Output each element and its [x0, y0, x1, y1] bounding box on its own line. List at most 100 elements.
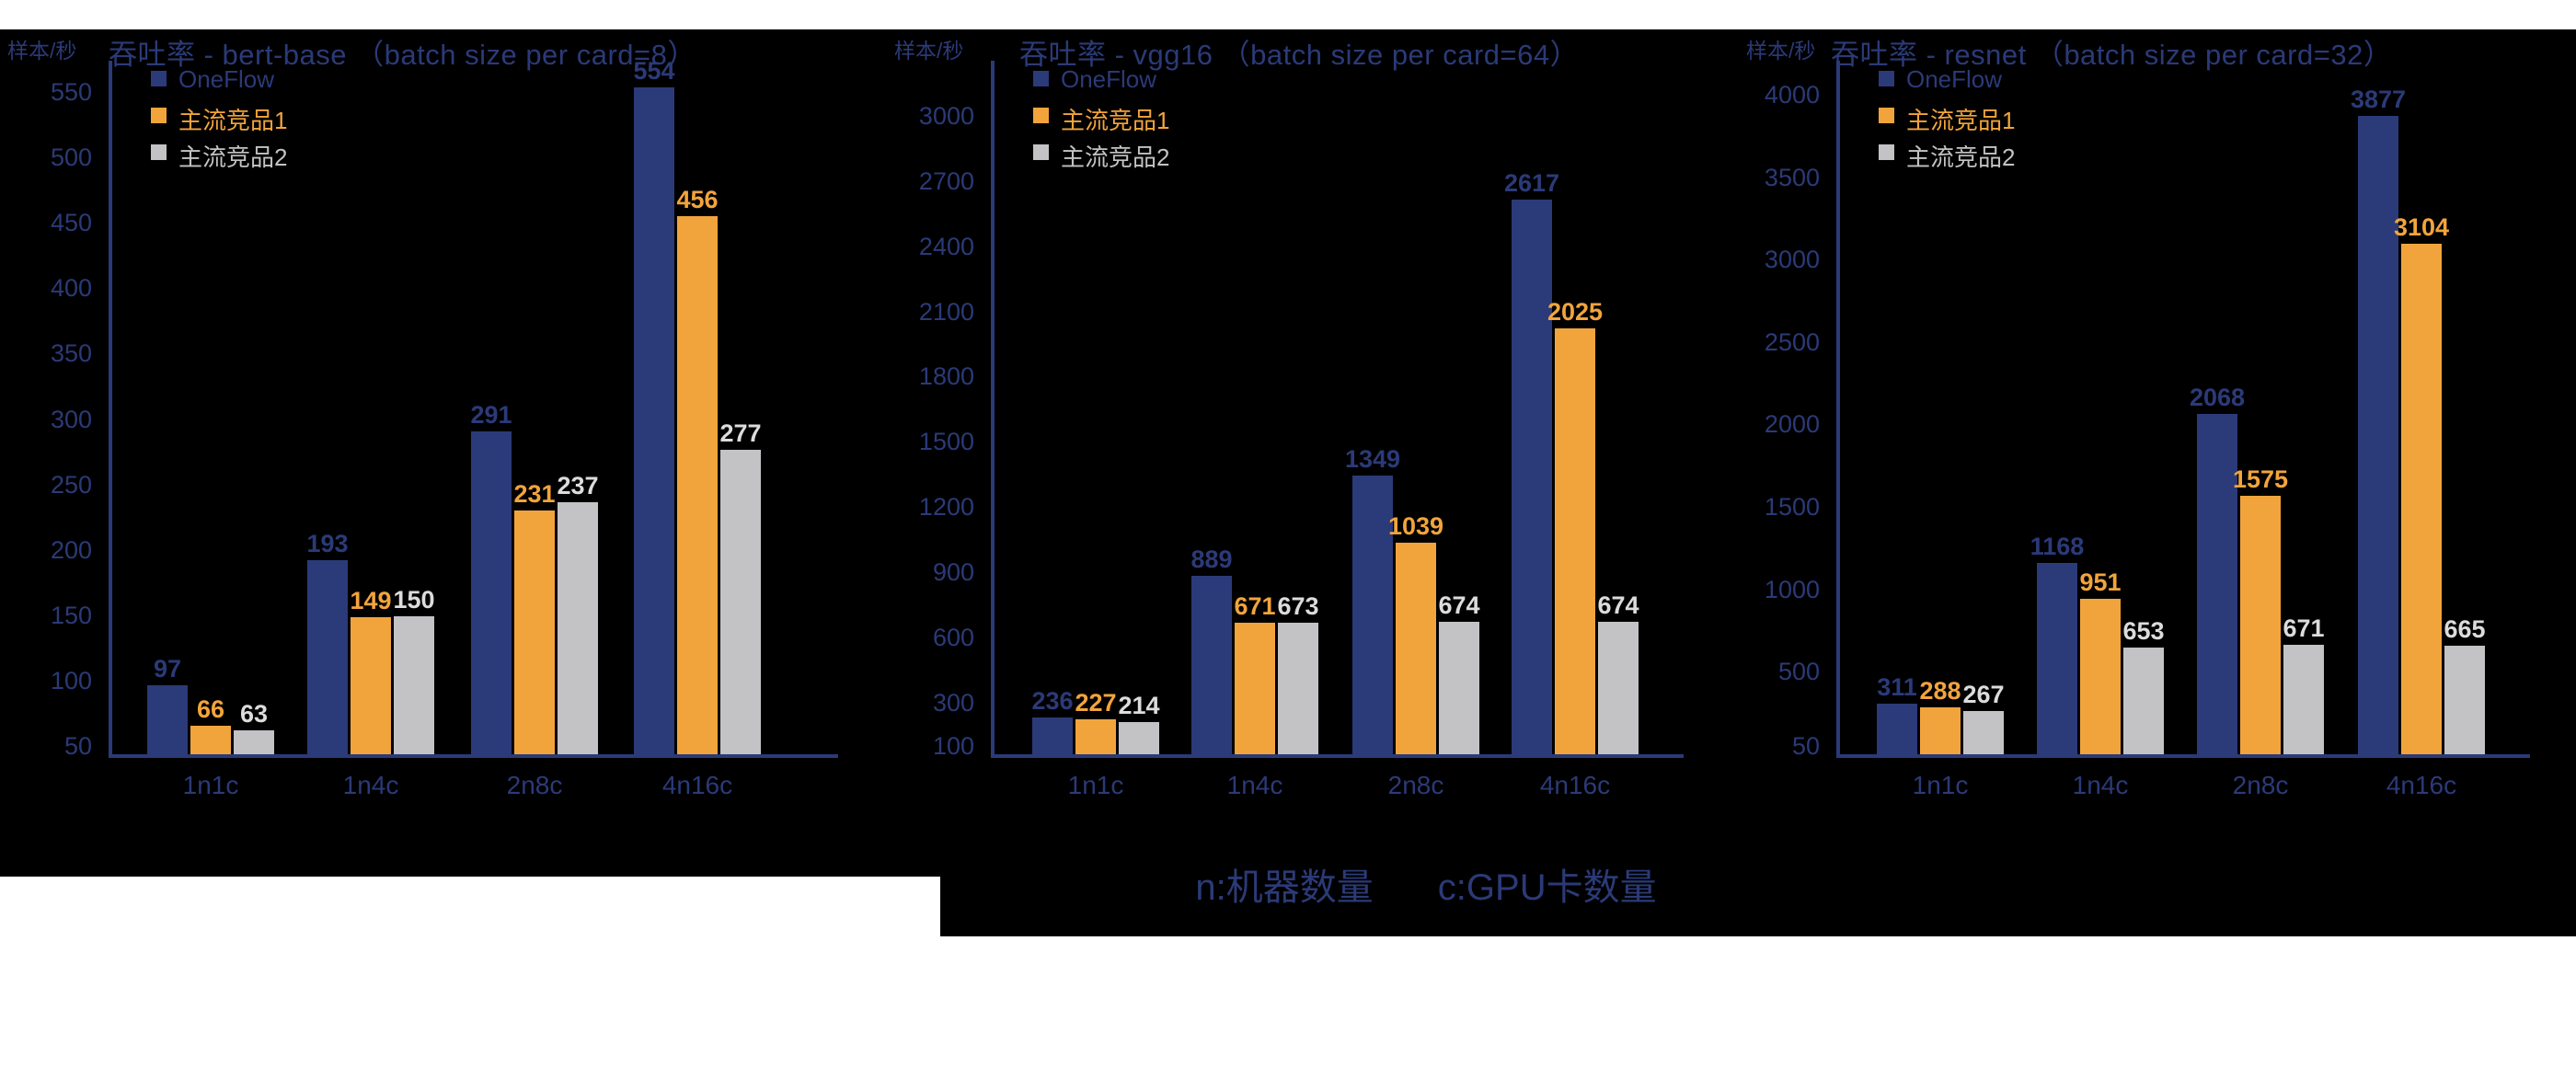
y-tick-label: 100 [932, 732, 974, 760]
bar-competitor1-1n1c [190, 726, 231, 754]
bar-value-label: 673 [1277, 591, 1319, 620]
y-tick-label: 1500 [1764, 493, 1820, 522]
bar-competitor1-1n4c [2080, 598, 2121, 754]
legend-label-oneflow: OneFlow [178, 65, 275, 93]
y-tick-label: 500 [50, 143, 92, 172]
bar-value-label: 267 [1962, 681, 2005, 709]
bar-value-label: 288 [1919, 677, 1961, 706]
legend-swatch-oneflow [151, 71, 167, 86]
y-tick-label: 150 [50, 601, 92, 629]
legend-label-oneflow: OneFlow [1906, 65, 2003, 93]
bar-value-label: 277 [719, 419, 762, 448]
y-tick-label: 3000 [918, 102, 974, 130]
y-tick-label: 250 [50, 470, 92, 499]
legend-label-competitor2: 主流竞品2 [1906, 143, 2016, 171]
bar-competitor1-2n8c [1396, 543, 1436, 754]
bar-value-label: 889 [1190, 545, 1233, 573]
bar-value-label: 214 [1118, 692, 1160, 720]
black-panel-right [940, 29, 2576, 936]
legend-swatch-competitor1 [1033, 108, 1049, 123]
bar-competitor1-4n16c [1555, 328, 1595, 754]
bar-competitor1-2n8c [514, 510, 555, 754]
bar-oneflow-1n1c [147, 685, 188, 754]
bar-competitor1-2n8c [2240, 495, 2281, 754]
bar-oneflow-2n8c [471, 431, 512, 754]
x-tick-label-1n1c: 1n1c [1912, 771, 1969, 799]
bar-value-label: 150 [393, 585, 435, 614]
bar-value-label: 3104 [2393, 212, 2450, 241]
bar-oneflow-1n4c [307, 559, 348, 754]
bar-value-label: 97 [153, 655, 182, 683]
bar-competitor2-2n8c [558, 502, 598, 754]
bar-competitor1-1n1c [1920, 707, 1961, 754]
bar-value-label: 193 [306, 529, 349, 557]
bar-value-label: 554 [633, 57, 675, 86]
x-tick-label-2n8c: 2n8c [2232, 771, 2289, 799]
y-axis-line [991, 61, 995, 758]
bar-competitor2-2n8c [2283, 644, 2324, 754]
legend-swatch-competitor2 [1879, 144, 1894, 160]
x-tick-label-1n4c: 1n4c [1226, 771, 1283, 799]
y-tick-label: 50 [63, 732, 92, 760]
legend-label-competitor1: 主流竞品1 [1906, 107, 2016, 134]
y-tick-label: 300 [50, 405, 92, 433]
bar-value-label: 149 [350, 587, 392, 615]
bar-competitor1-1n1c [1075, 719, 1116, 754]
y-tick-label: 3000 [1764, 246, 1820, 274]
x-axis-line [991, 754, 1684, 758]
bar-oneflow-4n16c [2358, 116, 2398, 754]
bar-value-label: 665 [2444, 614, 2486, 643]
bar-value-label: 1349 [1344, 444, 1401, 473]
bar-competitor2-1n1c [234, 729, 274, 754]
bar-oneflow-1n4c [1191, 575, 1232, 754]
legend-label-oneflow: OneFlow [1061, 65, 1157, 93]
y-axis-line [1836, 61, 1840, 758]
axis-notation-footer: n:机器数量 c:GPU卡数量 [1058, 857, 1794, 911]
bar-value-label: 674 [1597, 591, 1639, 620]
bar-oneflow-1n4c [2037, 562, 2077, 754]
x-tick-label-2n8c: 2n8c [506, 771, 563, 799]
y-tick-label: 350 [50, 339, 92, 368]
bar-value-label: 674 [1438, 591, 1480, 620]
y-tick-label: 200 [50, 535, 92, 564]
bar-competitor1-4n16c [2401, 243, 2442, 754]
y-axis-unit-label: 样本/秒 [1746, 39, 1816, 63]
x-tick-label-1n1c: 1n1c [182, 771, 239, 799]
x-tick-label-4n16c: 4n16c [1539, 771, 1611, 799]
bar-competitor2-1n1c [1119, 722, 1159, 754]
bar-value-label: 671 [2283, 614, 2325, 642]
bar-competitor2-1n1c [1963, 711, 2004, 754]
y-axis-line [109, 61, 112, 758]
bar-value-label: 237 [557, 472, 599, 500]
y-tick-label: 2700 [918, 166, 974, 195]
legend-swatch-competitor2 [1033, 144, 1049, 160]
chart-title: 吞吐率 - vgg16 （batch size per card=64） [1019, 39, 1580, 71]
bar-competitor2-4n16c [720, 450, 761, 754]
legend-label-competitor1: 主流竞品1 [178, 107, 288, 134]
y-tick-label: 400 [50, 274, 92, 303]
bar-competitor2-4n16c [1598, 622, 1639, 754]
y-tick-label: 500 [1777, 658, 1820, 686]
bar-value-label: 1039 [1387, 512, 1444, 541]
legend-swatch-competitor1 [151, 108, 167, 123]
bar-value-label: 236 [1031, 686, 1074, 715]
legend-swatch-competitor2 [151, 144, 167, 160]
chart-title: 吞吐率 - resnet （batch size per card=32） [1831, 39, 2393, 71]
x-tick-label-2n8c: 2n8c [1387, 771, 1444, 799]
bar-value-label: 456 [676, 185, 719, 213]
machine-count-note: n:机器数量 [1195, 867, 1374, 908]
x-tick-label-1n4c: 1n4c [342, 771, 399, 799]
x-tick-label-1n4c: 1n4c [2072, 771, 2129, 799]
bar-value-label: 2068 [2189, 384, 2246, 412]
y-tick-label: 1800 [918, 362, 974, 391]
y-tick-label: 550 [50, 78, 92, 106]
bar-value-label: 2617 [1503, 169, 1560, 198]
y-tick-label: 600 [932, 623, 974, 651]
bar-value-label: 671 [1234, 592, 1276, 621]
x-tick-label-1n1c: 1n1c [1067, 771, 1124, 799]
y-tick-label: 3500 [1764, 163, 1820, 191]
x-tick-label-4n16c: 4n16c [2386, 771, 2457, 799]
bar-value-label: 1168 [2030, 532, 2085, 560]
bar-oneflow-2n8c [1352, 475, 1393, 754]
